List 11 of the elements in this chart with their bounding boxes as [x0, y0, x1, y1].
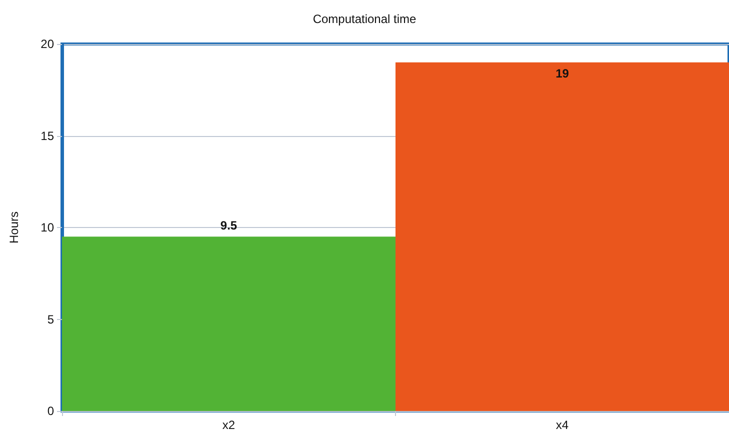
y-tick-label: 20 [40, 37, 54, 51]
chart-title: Computational time [312, 12, 417, 26]
y-tick-label: 10 [40, 220, 54, 234]
x-tick-label: x2 [222, 418, 236, 432]
y-tick-label: 0 [47, 404, 54, 418]
y-axis-title: Hours [7, 211, 21, 244]
data-label: 19 [556, 66, 570, 80]
y-tick-label: 5 [47, 312, 54, 326]
y-tick-label: 15 [40, 128, 54, 143]
x-tick-label: x4 [556, 418, 569, 432]
data-label: 9.5 [220, 218, 238, 233]
